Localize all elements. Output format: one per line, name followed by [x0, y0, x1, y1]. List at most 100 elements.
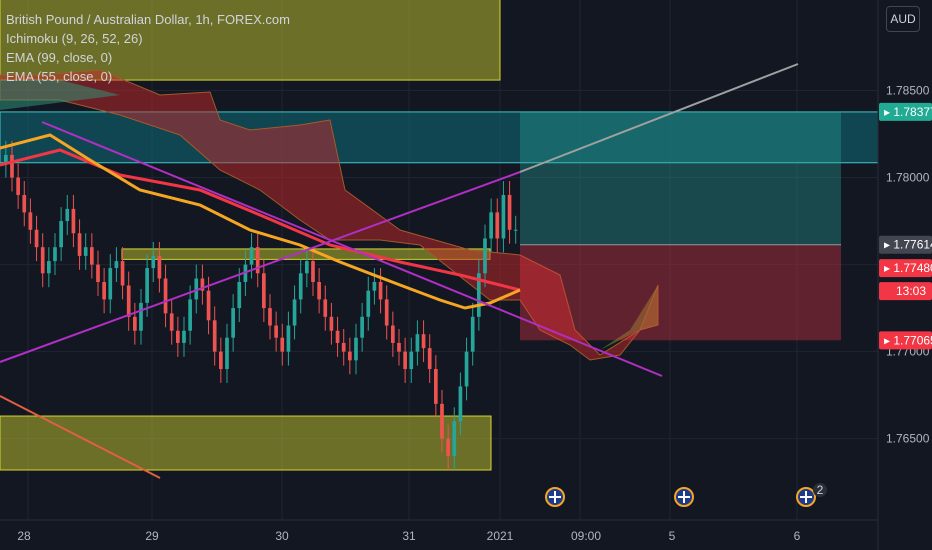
- candle-body: [427, 348, 432, 370]
- candle-body: [157, 255, 162, 279]
- price-tag-last: [879, 259, 932, 278]
- price-tick-label: 1.78000: [886, 171, 930, 185]
- candle-body: [249, 247, 254, 265]
- ichimoku-cloud: [0, 69, 659, 361]
- candle-body: [169, 313, 174, 331]
- candle-body: [145, 268, 149, 303]
- candle-body: [225, 337, 229, 370]
- cloud-bull-area-right: [600, 285, 658, 350]
- event-marker[interactable]: [674, 487, 694, 507]
- time-tick-label: 28: [17, 529, 31, 543]
- candle-body: [280, 337, 285, 352]
- candle-body: [10, 154, 14, 178]
- economic-events: 2: [545, 483, 827, 507]
- candle-body: [495, 212, 500, 239]
- candle-body: [329, 316, 334, 331]
- candle-body: [108, 268, 113, 300]
- price-tag-label: 13:03: [896, 284, 926, 298]
- candle-body: [403, 351, 407, 370]
- event-count-badge: [813, 483, 827, 497]
- symbol-title[interactable]: British Pound / Australian Dollar, 1h, F…: [6, 12, 290, 27]
- price-tick-label: 1.78500: [886, 84, 930, 98]
- candle-body: [286, 325, 291, 352]
- candle-body: [206, 290, 211, 321]
- candle-body: [53, 247, 57, 262]
- zone-box: [0, 415, 492, 471]
- time-tick-label: 29: [145, 529, 159, 543]
- candle-body: [83, 247, 88, 256]
- ema99-label[interactable]: EMA (99, close, 0): [6, 50, 113, 65]
- price-tag-label: ▸ 1.77614: [884, 238, 932, 252]
- event-marker[interactable]: 2: [796, 483, 827, 507]
- candle-body: [200, 278, 205, 291]
- event-count: 2: [817, 483, 824, 497]
- candle-body: [219, 351, 223, 370]
- candle-body: [366, 290, 371, 317]
- candle-body: [397, 342, 401, 352]
- candle-body: [4, 154, 8, 164]
- time-tick-label: 2021: [487, 529, 514, 543]
- candle-body: [415, 334, 420, 352]
- candle-body: [268, 308, 272, 326]
- candle-body: [163, 278, 168, 314]
- candle-body: [120, 261, 125, 286]
- candle-body: [255, 247, 260, 274]
- candle-body: [372, 282, 377, 291]
- price-tag-countdown: [879, 282, 932, 301]
- candle-body: [341, 342, 346, 352]
- candle-body: [262, 273, 266, 309]
- candle-body: [434, 369, 438, 404]
- currency-button[interactable]: AUD: [886, 6, 920, 32]
- candle-body: [114, 261, 119, 269]
- candle-body: [378, 282, 383, 300]
- ema55-label[interactable]: EMA (55, close, 0): [6, 69, 113, 84]
- candle-body: [317, 282, 321, 300]
- candle-body: [507, 194, 512, 230]
- price-tag-entry: [879, 235, 932, 254]
- candle-body: [188, 299, 192, 331]
- time-tick-label: 09:00: [571, 529, 601, 543]
- zone-box: [0, 0, 501, 81]
- candle-body: [22, 194, 27, 213]
- candle-body: [102, 282, 106, 300]
- candle-body: [335, 330, 340, 343]
- candle-body: [237, 282, 242, 309]
- candle-body: [501, 194, 506, 239]
- candle-body: [90, 247, 94, 265]
- event-marker[interactable]: [545, 487, 565, 507]
- candle-body: [348, 351, 352, 361]
- price-tag-label: ▸ 1.78377: [884, 105, 932, 119]
- candle-body: [274, 325, 278, 338]
- price-tag-target: [879, 102, 932, 121]
- ema55-line: [0, 133, 521, 310]
- ichimoku-label[interactable]: Ichimoku (9, 26, 52, 26): [6, 31, 143, 46]
- candle-body: [151, 255, 156, 269]
- candle-body: [182, 330, 186, 343]
- candle-body: [212, 320, 217, 352]
- candle-body: [59, 221, 63, 248]
- rising-trendline: [0, 171, 521, 363]
- candle-body: [40, 247, 45, 274]
- candle-body: [77, 233, 82, 256]
- candle-body: [489, 212, 493, 239]
- candle-body: [452, 421, 457, 457]
- long-position-tool: [520, 111, 841, 341]
- price-tag-stop: [879, 331, 932, 350]
- moving-averages: [0, 133, 521, 310]
- candle-body: [409, 351, 414, 370]
- candle-body: [126, 285, 131, 317]
- time-axis: 28 29 30 31 2021 09:00 5 6: [0, 519, 878, 543]
- candle-body: [71, 208, 76, 234]
- price-tag-label: ▸ 1.77065: [884, 333, 932, 347]
- candle-body: [133, 316, 137, 331]
- chart-legend: British Pound / Australian Dollar, 1h, F…: [6, 10, 290, 86]
- candle-body: [323, 299, 328, 317]
- candle-body: [292, 299, 297, 326]
- candle-body: [47, 261, 51, 274]
- time-tick-label: 6: [794, 529, 801, 543]
- candle-body: [298, 273, 303, 300]
- cloud-bull-area: [0, 80, 120, 110]
- candle-body: [513, 229, 518, 231]
